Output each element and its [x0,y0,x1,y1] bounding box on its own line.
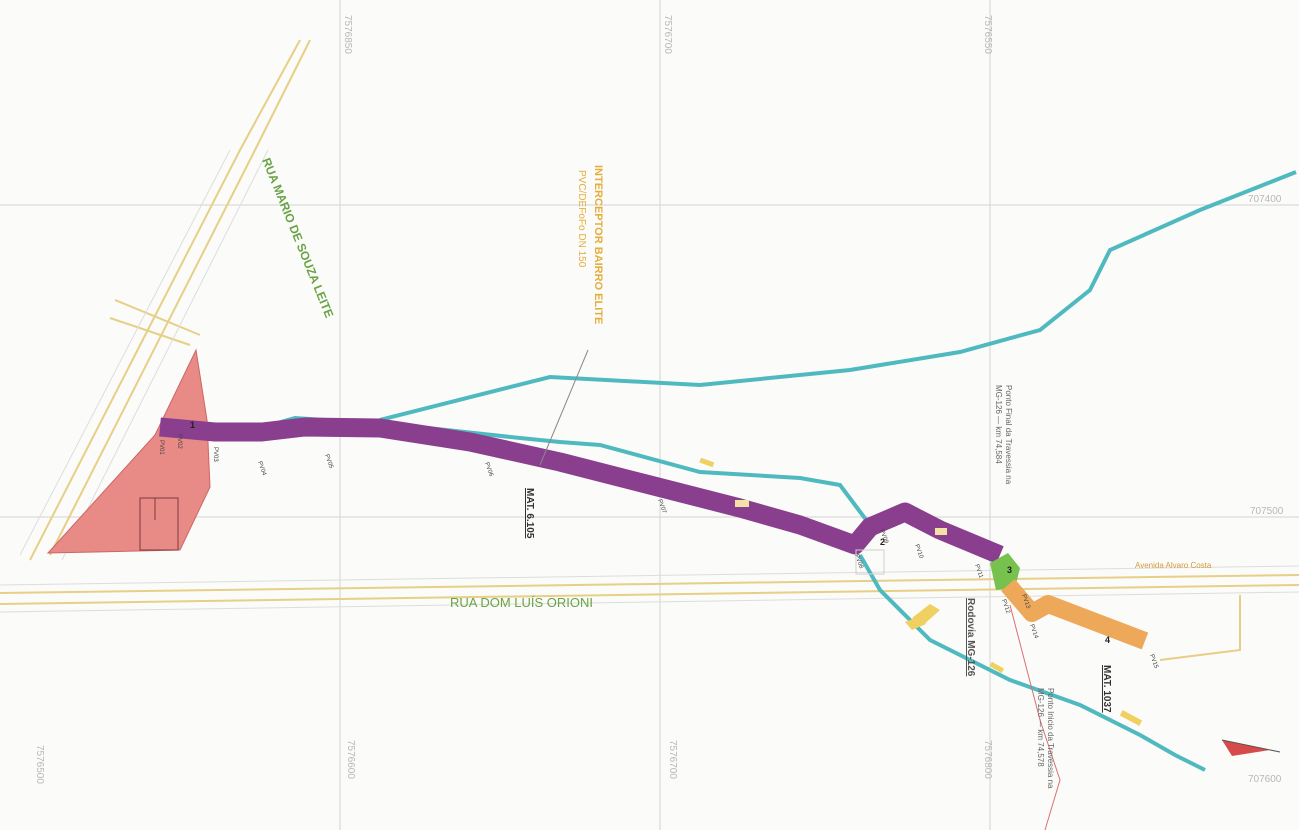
interceptor-label: INTERCEPTOR BAIRRO ELITE [592,165,604,324]
pv-label: PV10 [913,544,924,560]
grid-label-right-1: 707400 [1248,194,1282,205]
pv-label: PV05 [323,454,334,470]
grid-label-bottom-4: 7576800 [982,740,993,779]
yellow-features [699,457,1143,726]
pv-label: PV12 [1000,599,1011,615]
grid-label-bottom-1: 7576500 [34,745,45,784]
pv-label: PV01 [158,440,164,455]
pv-label: PV11 [973,564,984,580]
pv-labels: PV01 PV02 PV03 PV04 PV05 PV06 PV07 PV08 … [158,434,1159,670]
pv-label: PV04 [256,461,267,477]
area-number: 4 [1105,635,1110,645]
pv-label: PV06 [483,462,494,478]
note-ponto-final-road: MG-126 — km 74,584 [994,385,1003,464]
note-ponto-final: Ponto Final da Travessia na [1004,385,1013,485]
interceptor-leader [539,349,589,466]
interceptor-pipe-label: PVC/DEFoFo DN 150 [576,170,587,268]
pv-label: PV13 [1020,594,1031,610]
note-ponto-inicio: Ponto Inicio da Travessia na [1046,688,1055,789]
grid-label-top-1: 7576850 [342,15,353,54]
street-label-rodovia: Rodovia MG-126 [965,598,976,677]
area-number: 2 [880,537,885,547]
mat-label-a: MAT. 6.105 [524,488,535,539]
grid-label-right-3: 707600 [1248,774,1282,785]
pv-label: PV15 [1148,654,1159,670]
street-label-rua-dom: RUA DOM LUÍS ORIONI [450,595,593,610]
pv-label: PV09 [878,529,889,545]
orange-band [1001,579,1149,650]
grid-label-top-3: 7576550 [982,15,993,54]
mat-label-b: MAT. 1037 [1101,665,1112,713]
area-numbers: 1 2 3 4 [190,420,1110,645]
pv-label: PV03 [212,447,218,462]
north-arrow-icon [1221,739,1281,756]
pv-label: PV08 [853,554,864,570]
pink-area-buildings [139,497,179,551]
pv-label: PV02 [176,434,182,449]
purple-band [159,417,1004,564]
grid-label-right-2: 707500 [1250,506,1284,517]
pv-label: PV14 [1028,624,1039,640]
note-ponto-inicio-road: MG-126 — km 74,578 [1036,688,1045,767]
street-label-rua-mario: RUA MARIO DE SOUZA LEITE [259,156,336,320]
boundary-line [1009,604,1061,830]
grid-label-bottom-3: 7576700 [667,740,678,779]
grid-label-bottom-2: 7576600 [345,740,356,779]
road-lines [0,39,1299,661]
street-label-avenida: Avenida Alvaro Costa [1135,561,1212,570]
purple-band-markers [735,500,947,535]
building-outline [855,549,885,575]
area-number: 1 [190,420,195,430]
road-edges [0,149,1299,613]
grid-label-top-2: 7576700 [662,15,673,54]
green-patch [990,553,1020,590]
pv-label: PV07 [656,499,667,515]
area-number: 3 [1007,565,1012,575]
